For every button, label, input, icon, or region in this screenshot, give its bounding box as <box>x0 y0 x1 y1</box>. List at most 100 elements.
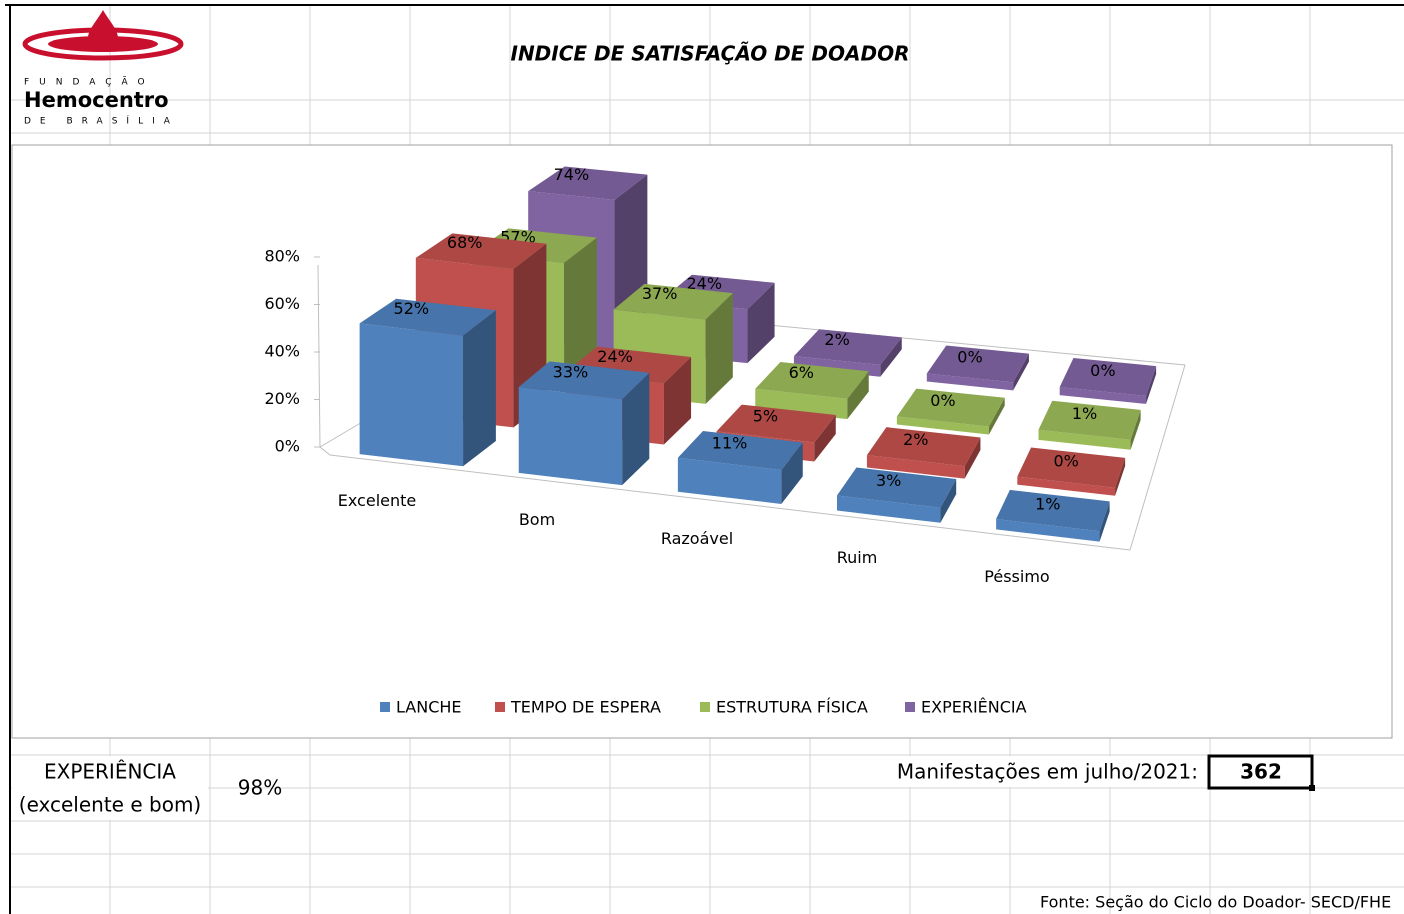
cell-handle <box>1309 785 1315 791</box>
bar-front <box>926 373 1014 391</box>
bar-side <box>847 371 869 420</box>
count-value: 362 <box>1240 760 1282 784</box>
data-label: 74% <box>554 165 590 184</box>
bar-side <box>1130 409 1141 450</box>
logo-text: DE BRASÍLIA <box>24 115 179 127</box>
y-tick-label: 80% <box>264 247 300 266</box>
cell <box>12 756 208 820</box>
bar-top <box>836 467 957 508</box>
bar <box>1038 400 1141 450</box>
bar-side <box>705 293 733 404</box>
data-label: 24% <box>597 347 633 366</box>
bar-side <box>663 356 692 445</box>
bar-side <box>1146 366 1157 404</box>
data-label: 0% <box>930 391 955 410</box>
sheet-title: INDICE DE SATISFAÇÃO DE DOADOR <box>511 42 910 66</box>
bar-top <box>1059 357 1157 396</box>
bar-side <box>622 372 650 486</box>
data-label: 2% <box>903 430 928 449</box>
bar-top <box>528 166 648 200</box>
legend-label: LANCHE <box>396 698 462 717</box>
legend-label: ESTRUTURA FÍSICA <box>716 698 868 717</box>
axis-wall <box>317 264 1131 551</box>
bar-top <box>677 430 803 470</box>
bar-top <box>415 233 547 270</box>
data-label: 0% <box>1053 452 1078 471</box>
chart: 0% 20% 40% 60% 80% Excelente Bom Razoável Ruim Pé… <box>264 165 1186 717</box>
bar-front <box>836 495 941 523</box>
x-tick-label: Ruim <box>837 548 878 567</box>
bar-front <box>518 387 623 486</box>
bar-top <box>518 361 650 400</box>
count-label: Manifestações em julho/2021: <box>897 760 1198 784</box>
logo: FUNDAÇÃO Hemocentro DE BRASÍLIA <box>22 10 184 127</box>
bar-front <box>1059 387 1147 404</box>
bar-side <box>463 310 496 467</box>
bar-side <box>940 479 957 523</box>
bar-top <box>896 388 1005 427</box>
summary-label: EXPERIÊNCIA <box>44 760 176 784</box>
bar-side <box>814 414 836 462</box>
data-label: 0% <box>957 347 982 366</box>
bar-side <box>1115 457 1126 496</box>
bar-top <box>613 283 733 320</box>
count-box <box>1207 754 1314 790</box>
bar-side <box>1013 353 1029 391</box>
bar <box>996 489 1110 542</box>
bar-side <box>781 442 803 504</box>
logo-text: FUNDAÇÃO <box>24 77 155 88</box>
source: Fonte: Seção do Ciclo do Doador- SECD/FH… <box>1040 893 1391 912</box>
bar-front <box>996 519 1100 542</box>
logo-drop <box>88 10 118 50</box>
logo-text: Hemocentro <box>24 88 169 112</box>
legend-label: EXPERIÊNCIA <box>921 698 1027 717</box>
data-label: 11% <box>712 433 748 452</box>
bar <box>1017 447 1126 496</box>
summary-label: (excelente e bom) <box>19 793 201 817</box>
bar <box>896 388 1005 435</box>
bar-front <box>866 455 965 479</box>
x-tick-label: Razoável <box>661 529 733 548</box>
bar-side <box>964 437 981 479</box>
bar-side <box>880 337 902 377</box>
x-tick-label: Péssimo <box>984 567 1049 586</box>
bar <box>926 345 1029 391</box>
bar-top <box>793 329 902 365</box>
bar-top <box>926 345 1029 383</box>
bar-top <box>716 404 836 443</box>
data-label: 5% <box>753 406 778 425</box>
data-label: 1% <box>1072 404 1097 423</box>
bar <box>1059 357 1157 404</box>
y-tick-label: 20% <box>264 389 300 408</box>
data-label: 52% <box>394 299 430 318</box>
data-label: 37% <box>642 284 678 303</box>
data-label: 6% <box>789 363 814 382</box>
bar-front <box>896 416 989 435</box>
bar-top <box>996 489 1110 532</box>
y-tick-label: 60% <box>264 294 300 313</box>
data-label: 3% <box>876 471 901 490</box>
bar <box>866 427 981 479</box>
bar-side <box>747 282 775 364</box>
x-tick-label: Bom <box>519 510 555 529</box>
data-label: 24% <box>686 274 722 293</box>
legend-swatch <box>700 702 710 712</box>
y-tick-label: 0% <box>275 437 300 456</box>
bar <box>359 298 496 467</box>
legend-swatch <box>495 702 505 712</box>
bar-side <box>988 397 1005 435</box>
bar-top <box>359 298 496 336</box>
bar-front <box>1017 476 1116 496</box>
y-tick-label: 40% <box>264 342 300 361</box>
bar-top <box>866 427 981 467</box>
bar-top <box>1038 400 1141 440</box>
bar-front <box>677 457 782 504</box>
summary-value: 98% <box>238 776 282 800</box>
data-label: 2% <box>824 330 849 349</box>
data-label: 68% <box>447 233 483 252</box>
bar-side <box>564 237 597 389</box>
data-label: 33% <box>553 363 589 382</box>
legend-label: TEMPO DE ESPERA <box>510 698 661 717</box>
bar-top <box>1017 447 1126 488</box>
